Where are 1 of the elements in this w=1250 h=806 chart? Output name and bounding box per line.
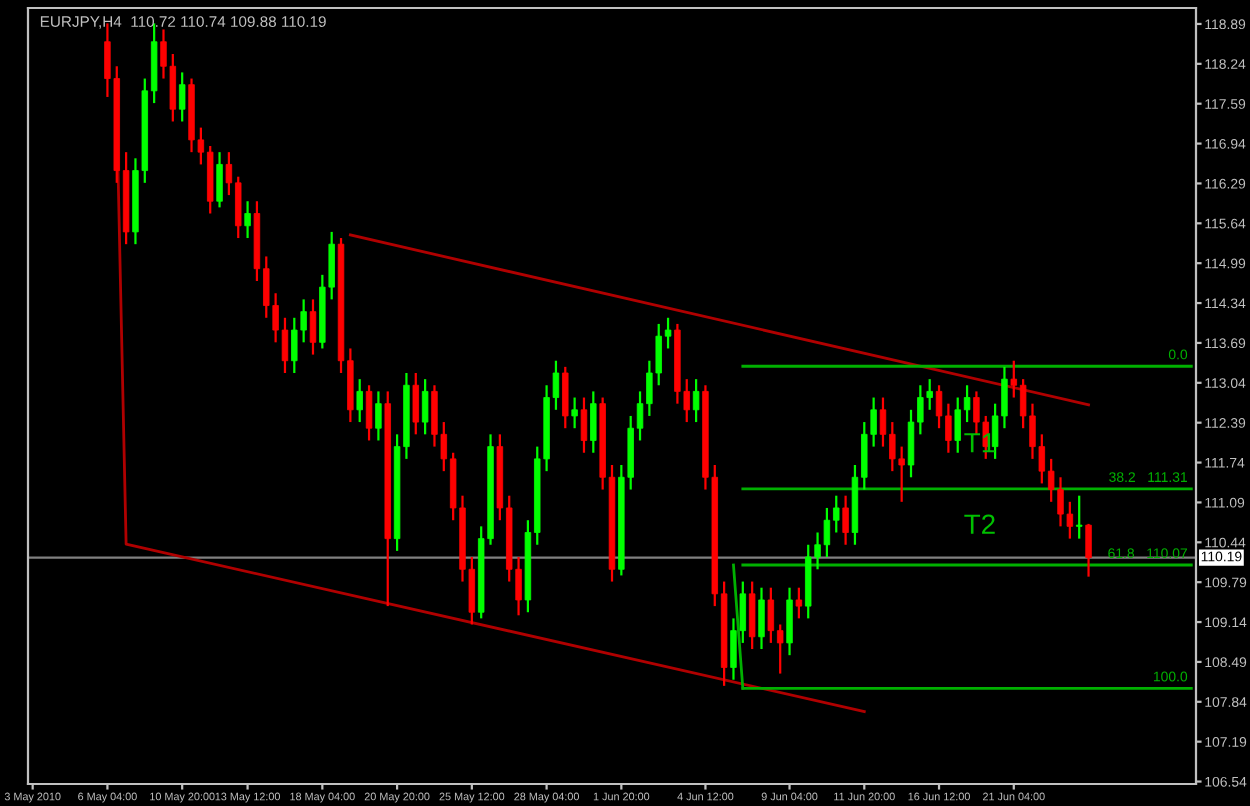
annotation: T2 <box>964 514 995 534</box>
